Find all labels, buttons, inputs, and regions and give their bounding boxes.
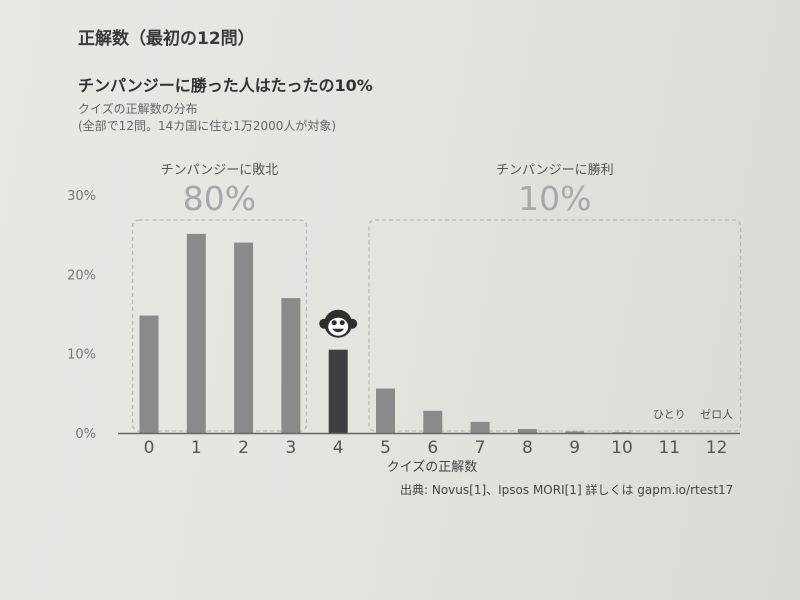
bar: [186, 233, 206, 433]
group-box-0: [131, 219, 308, 432]
x-axis-label: クイズの正解数: [387, 459, 478, 475]
group-label-1: チンパンジーに勝利: [496, 163, 614, 178]
bar: [470, 421, 490, 433]
monkey-eye-left: [331, 320, 337, 326]
group-percent-1: 10%: [518, 179, 591, 218]
annotation-label: ひとり: [653, 408, 686, 421]
y-tick-label: 20%: [67, 268, 96, 283]
source-note: 出典: Novus[1]、Ipsos MORI[1] 詳しくは gapm.io/…: [400, 483, 734, 497]
group-percent-0: 80%: [183, 179, 256, 218]
monkey-face: [328, 317, 349, 336]
x-tick-label: 12: [706, 438, 728, 458]
bar: [565, 431, 585, 433]
group-label-0: チンパンジーに敗北: [161, 163, 279, 178]
x-tick-label: 2: [238, 438, 249, 458]
x-tick-label: 9: [569, 438, 580, 458]
bar: [234, 242, 254, 433]
x-tick-label: 4: [333, 438, 344, 458]
bar: [281, 298, 301, 433]
bar: [612, 432, 632, 434]
x-tick-label: 0: [144, 438, 155, 458]
chart-title: チンパンジーに勝った人はたったの10%: [78, 76, 373, 95]
y-tick-label: 0%: [75, 427, 96, 442]
x-tick-label: 1: [191, 438, 202, 458]
annotation-label: ゼロ人: [700, 408, 733, 421]
x-tick-label: 3: [285, 438, 296, 458]
y-tick-label: 30%: [67, 189, 96, 204]
bar: [328, 349, 348, 433]
subtitle-line-1: クイズの正解数の分布: [78, 102, 198, 116]
monkey-mouth: [332, 328, 345, 333]
subtitle-line-2: (全部で12問。14カ国に住む1万2000人が対象): [78, 119, 337, 133]
monkey-eye-right: [339, 320, 345, 326]
bar: [423, 410, 443, 433]
bar: [376, 388, 395, 433]
x-tick-label: 6: [427, 438, 438, 458]
x-tick-label: 8: [522, 438, 533, 458]
x-tick-label: 5: [380, 438, 391, 458]
x-tick-label: 11: [658, 438, 680, 458]
section-title: 正解数（最初の12問）: [78, 29, 255, 49]
monkey-face-icon: [319, 309, 358, 338]
bar: [517, 429, 537, 433]
y-tick-label: 10%: [67, 348, 96, 363]
group-box-1: [368, 219, 742, 432]
x-tick-label: 7: [475, 438, 486, 458]
chart-subtitle: クイズの正解数の分布 (全部で12問。14カ国に住む1万2000人が対象): [78, 101, 336, 135]
x-tick-label: 10: [611, 438, 633, 458]
bar: [139, 315, 159, 433]
